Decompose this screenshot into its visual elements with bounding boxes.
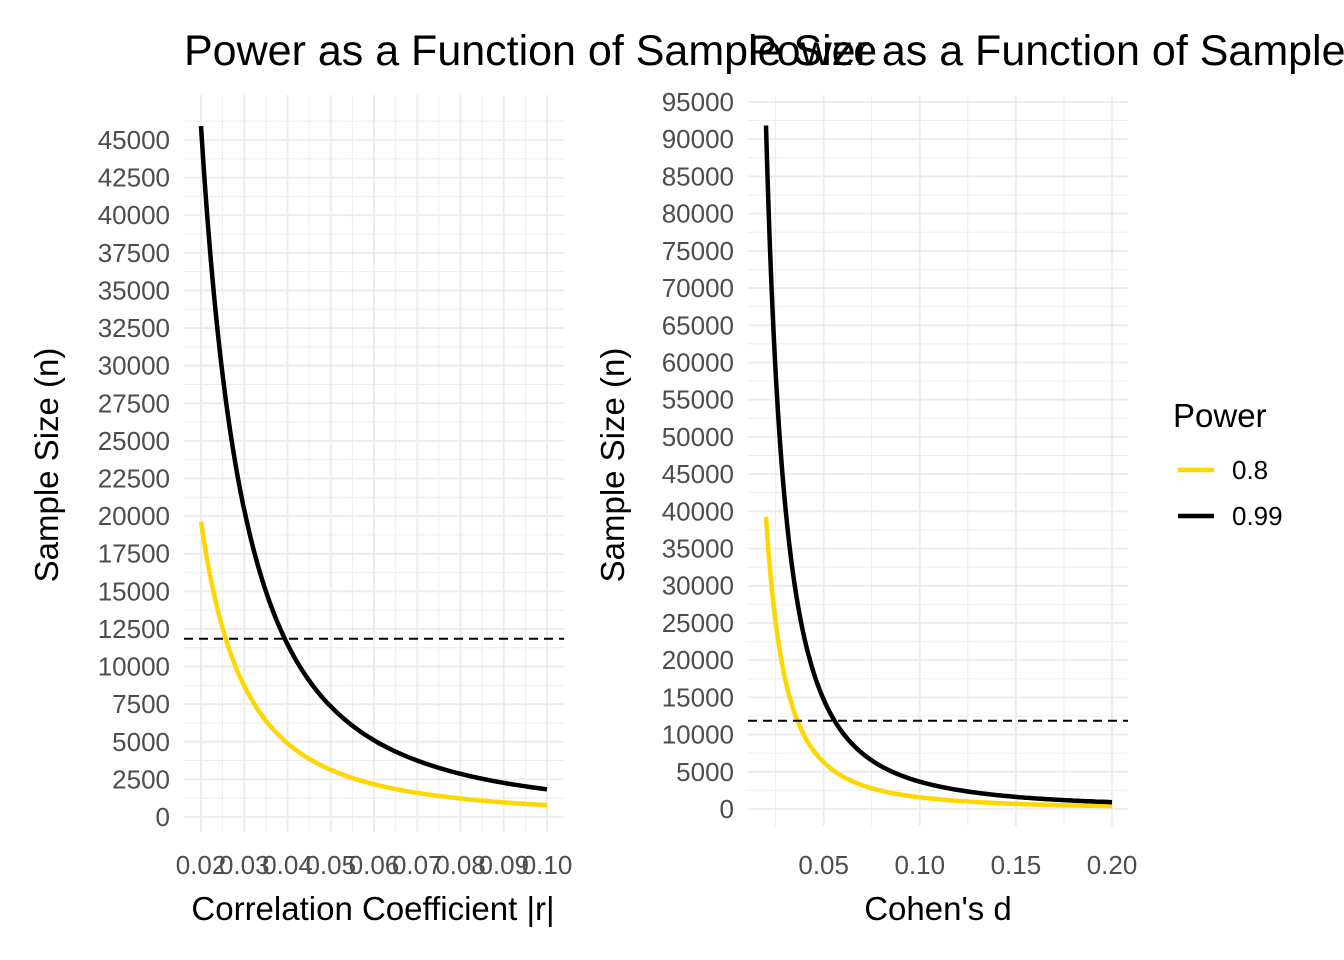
x-axis-title-right: Cohen's d: [864, 890, 1012, 927]
series-line-0-99: [198, 125, 548, 792]
y-tick-label: 15000: [98, 576, 170, 606]
y-tick-label: 10000: [98, 652, 170, 682]
x-tick-label: 0.10: [894, 850, 945, 880]
y-tick-label: 45000: [98, 125, 170, 155]
y-tick-label: 42500: [98, 163, 170, 193]
x-tick-label: 0.05: [305, 850, 356, 880]
y-tick-label: 50000: [662, 422, 734, 452]
y-tick-label: 45000: [662, 459, 734, 489]
x-tick-labels-left: 0.020.030.040.050.060.070.080.090.10: [176, 850, 573, 880]
y-tick-label: 15000: [662, 682, 734, 712]
y-tick-label: 17500: [98, 539, 170, 569]
series-group-left: [184, 125, 564, 808]
x-tick-label: 0.02: [176, 850, 227, 880]
y-tick-label: 35000: [662, 534, 734, 564]
x-tick-label: 0.15: [991, 850, 1042, 880]
y-tick-label: 10000: [662, 720, 734, 750]
y-tick-label: 0: [720, 794, 734, 824]
y-tick-label: 7500: [112, 689, 170, 719]
x-tick-label: 0.20: [1087, 850, 1138, 880]
x-tick-labels-right: 0.05 0.10 0.15 0.20: [798, 850, 1137, 880]
legend-label-0-99: 0.99: [1232, 501, 1283, 531]
legend: Power 0.8 0.99: [1173, 397, 1283, 531]
y-tick-label: 5000: [676, 757, 734, 787]
y-tick-labels-left: 0 2500 5000 7500 10000 12500 15000 17500 20000 22…: [98, 125, 170, 832]
y-tick-label: 70000: [662, 273, 734, 303]
y-tick-label: 25000: [662, 608, 734, 638]
panel-cohens-d: 0 5000 10000 15000 20000 25000 30000 35000 40000…: [594, 87, 1137, 927]
series-line-0-8: [198, 521, 548, 808]
y-tick-label: 30000: [662, 571, 734, 601]
grid-left: [184, 95, 564, 832]
y-tick-label: 12500: [98, 614, 170, 644]
y-tick-label: 80000: [662, 199, 734, 229]
x-tick-label: 0.08: [435, 850, 486, 880]
y-tick-label: 37500: [98, 238, 170, 268]
x-axis-title-left: Correlation Coefficient |r|: [191, 890, 554, 927]
x-tick-label: 0.10: [522, 850, 573, 880]
y-tick-label: 20000: [662, 645, 734, 675]
y-tick-label: 30000: [98, 351, 170, 381]
x-tick-label: 0.06: [349, 850, 400, 880]
series-line-0-8: [763, 516, 1113, 809]
y-tick-label: 32500: [98, 313, 170, 343]
y-tick-label: 75000: [662, 236, 734, 266]
panel-correlation: 0 2500 5000 7500 10000 12500 15000 17500 20000 22…: [28, 95, 572, 927]
chart-title-left: Power as a Function of Sample Size: [184, 27, 877, 75]
series-group-right: [748, 125, 1128, 809]
y-tick-label: 40000: [98, 200, 170, 230]
y-tick-labels-right: 0 5000 10000 15000 20000 25000 30000 35000 40000…: [662, 87, 734, 824]
y-tick-label: 5000: [112, 727, 170, 757]
y-tick-label: 0: [156, 802, 170, 832]
legend-title: Power: [1173, 397, 1267, 434]
y-tick-label: 22500: [98, 464, 170, 494]
x-tick-label: 0.04: [262, 850, 313, 880]
y-axis-title-left: Sample Size (n): [28, 348, 65, 583]
y-tick-label: 40000: [662, 496, 734, 526]
chart-title-right: Power as a Function of Sample Size: [748, 27, 1344, 75]
y-tick-label: 90000: [662, 124, 734, 154]
y-tick-label: 27500: [98, 388, 170, 418]
series-line-0-99: [763, 125, 1113, 805]
x-tick-label: 0.05: [798, 850, 849, 880]
y-tick-label: 35000: [98, 275, 170, 305]
y-tick-label: 25000: [98, 426, 170, 456]
y-tick-label: 95000: [662, 87, 734, 117]
x-tick-label: 0.07: [392, 850, 443, 880]
x-tick-label: 0.03: [219, 850, 270, 880]
grid-right: [748, 95, 1128, 826]
y-tick-label: 60000: [662, 347, 734, 377]
y-tick-label: 65000: [662, 310, 734, 340]
x-tick-label: 0.09: [478, 850, 529, 880]
y-tick-label: 20000: [98, 501, 170, 531]
y-tick-label: 55000: [662, 385, 734, 415]
y-tick-label: 2500: [112, 764, 170, 794]
y-axis-title-right: Sample Size (n): [594, 348, 631, 583]
legend-label-0-8: 0.8: [1232, 455, 1268, 485]
y-tick-label: 85000: [662, 161, 734, 191]
